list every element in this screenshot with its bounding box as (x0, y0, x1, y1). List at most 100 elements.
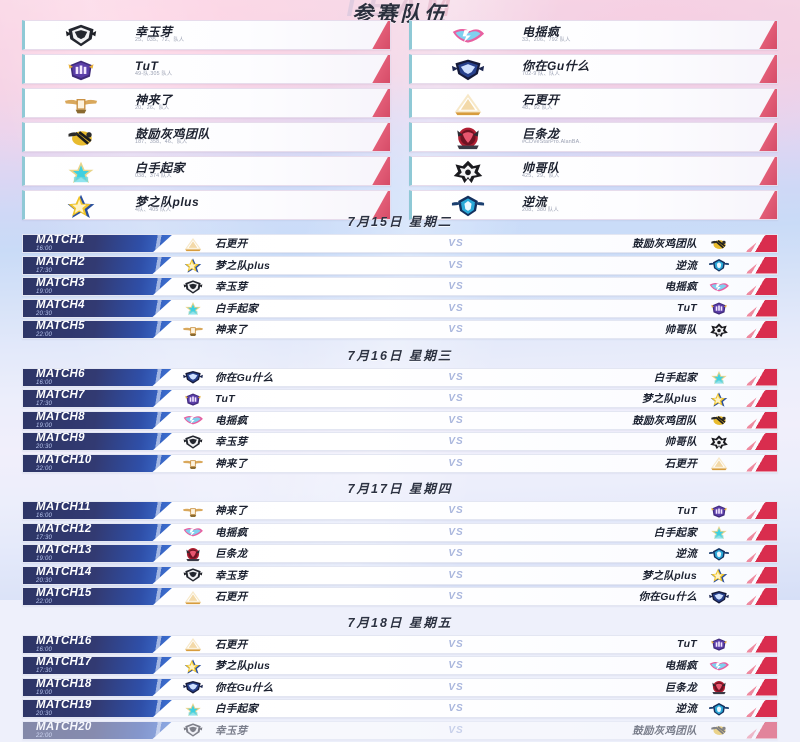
match-row[interactable]: MATCH20 22:00 幸玉芽 VS 鼓励灰鸡团队 (22, 720, 778, 740)
vs-label: VS (448, 393, 464, 404)
match-home-side: 幸玉芽 (173, 433, 429, 450)
match-tag: MATCH16 16:00 (23, 635, 173, 653)
away-team-name: 逆流 (675, 703, 697, 715)
match-row[interactable]: MATCH12 17:30 电摇疯 VS 白手起家 (22, 522, 778, 542)
match-label: MATCH9 (36, 432, 85, 444)
away-team-logo-icon (707, 300, 731, 317)
team-subtitle: 48、92 队人 (522, 105, 553, 112)
match-row[interactable]: MATCH9 20:30 幸玉芽 VS 帅哥队 (22, 432, 778, 451)
match-time: 19:00 (36, 422, 53, 429)
home-team-logo-icon (181, 300, 205, 317)
home-team-logo-icon (181, 700, 205, 717)
away-team-name: 你在Gu什么 (638, 591, 697, 603)
team-card[interactable]: 白手起家 038、374 队人 (22, 156, 391, 186)
match-tag: MATCH14 20:30 (23, 566, 173, 584)
team-name: 逆流 (522, 194, 548, 209)
team-card[interactable]: 梦之队plus 4队、405 队人 (22, 190, 391, 220)
match-tag: MATCH20 22:00 (23, 721, 173, 739)
team-card[interactable]: 幸玉芽 25、035、72、队人 (22, 20, 391, 50)
match-row[interactable]: MATCH14 20:30 幸玉芽 VS 梦之队plus (22, 565, 778, 585)
team-text: TuT 49-队.305 队人 (135, 60, 174, 78)
team-name: 鼓励灰鸡团队 (135, 126, 211, 141)
match-home-side: 幸玉芽 (173, 567, 429, 584)
match-row[interactable]: MATCH17 17:30 梦之队plus VS 电摇疯 (22, 656, 778, 675)
away-team-logo-icon (707, 390, 731, 407)
away-team-name: 梦之队plus (641, 569, 697, 582)
match-row[interactable]: MATCH19 20:30 白手起家 VS 逆流 (22, 699, 778, 718)
team-card[interactable]: 逆流 208、380 队人 (409, 190, 778, 220)
match-label: MATCH7 (36, 389, 85, 401)
home-team-logo-icon (181, 657, 205, 674)
match-row[interactable]: MATCH1 16:00 石更开 VS 鼓励灰鸡团队 (22, 234, 778, 253)
match-row[interactable]: MATCH13 19:00 巨条龙 VS 逆流 (22, 544, 778, 563)
match-home-side: 幸玉芽 (173, 278, 429, 295)
match-row[interactable]: MATCH3 19:00 幸玉芽 VS 电摇疯 (22, 277, 778, 296)
team-card[interactable]: TuT 49-队.305 队人 (22, 54, 391, 84)
home-team-name: 石更开 (215, 591, 248, 603)
match-away-side: 白手起家 (483, 369, 735, 386)
match-row[interactable]: MATCH8 19:00 电摇疯 VS 鼓励灰鸡团队 (22, 410, 778, 430)
match-away-side: 电摇疯 (483, 278, 735, 295)
team-card[interactable]: 鼓励灰鸡团队 187、358、46、队人 (22, 122, 391, 152)
match-home-side: 神来了 (173, 455, 429, 472)
match-row[interactable]: MATCH7 17:30 TuT VS 梦之队plus (22, 389, 778, 408)
away-team-name: TuT (677, 302, 697, 314)
team-logo-icon (61, 124, 101, 150)
match-row[interactable]: MATCH2 17:30 梦之队plus VS 逆流 (22, 255, 778, 275)
match-label: MATCH11 (36, 501, 91, 513)
home-team-name: 巨条龙 (215, 548, 248, 560)
away-team-logo-icon (707, 321, 731, 338)
match-tag: MATCH6 16:00 (23, 368, 173, 386)
match-row[interactable]: MATCH5 22:00 神来了 VS 帅哥队 (22, 320, 778, 339)
home-team-logo-icon (181, 369, 205, 386)
match-body: 幸玉芽 VS 梦之队plus (173, 567, 777, 584)
home-team-name: 神来了 (215, 505, 248, 517)
away-team-name: 石更开 (664, 457, 697, 470)
match-body: 你在Gu什么 VS 白手起家 (173, 369, 777, 386)
match-row[interactable]: MATCH6 16:00 你在Gu什么 VS 白手起家 (22, 367, 778, 387)
match-label: MATCH17 (36, 656, 92, 668)
match-row[interactable]: MATCH16 16:00 石更开 VS TuT (22, 634, 778, 654)
vs-label: VS (448, 436, 464, 447)
home-team-name: 神来了 (215, 324, 248, 336)
match-row[interactable]: MATCH4 20:30 白手起家 VS TuT (22, 298, 778, 318)
match-away-side: 你在Gu什么 (483, 588, 735, 605)
team-card[interactable]: 你在Gu什么 702-9 队、队人 (409, 54, 778, 84)
match-row[interactable]: MATCH15 22:00 石更开 VS 你在Gu什么 (22, 587, 778, 606)
match-home-side: 石更开 (173, 235, 429, 252)
home-team-logo-icon (181, 567, 205, 584)
match-row[interactable]: MATCH18 19:00 你在Gu什么 VS 巨条龙 (22, 677, 778, 697)
match-body: 石更开 VS 你在Gu什么 (173, 588, 777, 605)
team-card[interactable]: 电摇疯 33、206、792 队人 (409, 20, 778, 50)
match-row[interactable]: MATCH11 16:00 神来了 VS TuT (22, 501, 778, 520)
home-team-logo-icon (181, 257, 205, 274)
vs-label: VS (448, 414, 464, 426)
match-away-side: 鼓励灰鸡团队 (483, 235, 735, 252)
match-away-side: 巨条龙 (483, 679, 735, 696)
home-team-name: 石更开 (215, 638, 248, 651)
team-card[interactable]: 石更开 48、92 队人 (409, 88, 778, 118)
team-card[interactable]: 帅哥队 425、29、队人 (409, 156, 778, 186)
match-time: 20:30 (36, 310, 53, 317)
match-home-side: 你在Gu什么 (173, 679, 429, 696)
away-team-name: 帅哥队 (664, 324, 697, 336)
home-team-name: 电摇疯 (215, 526, 248, 539)
team-card[interactable]: 巨条龙 #CDVeStarPro.AlanBA. (409, 122, 778, 152)
match-time: 16:00 (36, 379, 53, 386)
day-block: 7月17日 星期四 MATCH11 16:00 神来了 VS TuT MATCH12 17:3… (22, 475, 778, 606)
match-time: 22:00 (36, 332, 53, 338)
vs-label: VS (448, 457, 464, 469)
match-time: 20:30 (36, 577, 53, 584)
day-header: 7月15日 星期二 (347, 215, 453, 229)
match-row[interactable]: MATCH10 22:00 神来了 VS 石更开 (22, 453, 778, 473)
team-logo-icon (448, 158, 488, 184)
team-card[interactable]: 神来了 20、26、队人 (22, 88, 391, 118)
home-team-name: 神来了 (215, 457, 248, 470)
match-home-side: 你在Gu什么 (173, 369, 429, 386)
away-team-name: TuT (677, 638, 697, 650)
match-away-side: 电摇疯 (483, 657, 735, 674)
match-tag: MATCH12 17:30 (23, 523, 173, 541)
vs-label: VS (448, 591, 464, 602)
match-home-side: 梦之队plus (173, 657, 429, 674)
match-away-side: 逆流 (483, 257, 735, 274)
